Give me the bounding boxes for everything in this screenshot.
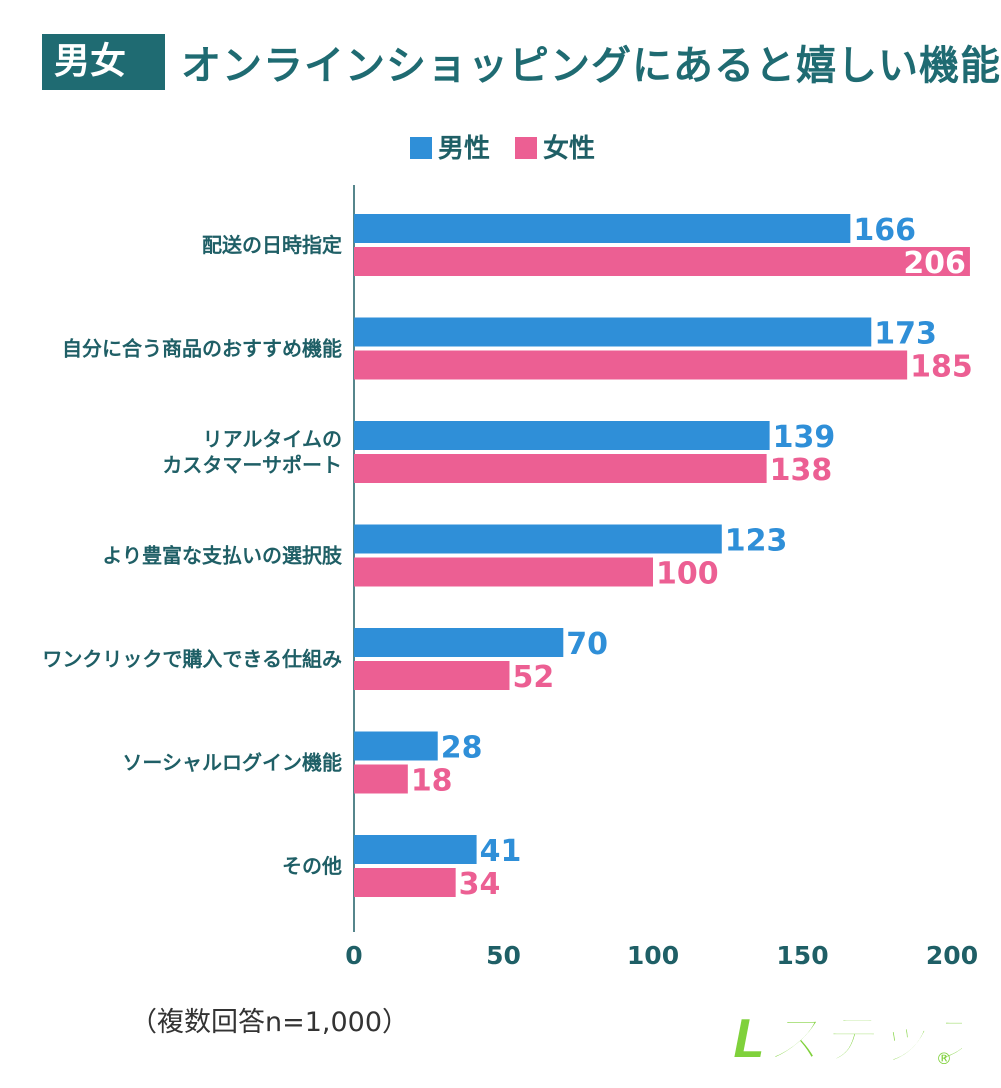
chart-title: 男女別 オンラインショッピングにあると嬉しい機能 — [42, 30, 1001, 138]
category-label: 自分に合う商品のおすすめ機能 — [62, 337, 342, 361]
svg-text:Lステップ: Lステップ — [732, 1008, 962, 1070]
svg-text:®: ® — [936, 1049, 952, 1068]
bar-male — [354, 835, 477, 864]
value-label-female: 100 — [656, 557, 719, 592]
category-label: より豊富な支払いの選択肢 — [102, 544, 343, 568]
value-label-male: 41 — [480, 834, 522, 869]
value-label-female: 18 — [411, 764, 453, 799]
legend-swatch-male — [410, 137, 432, 159]
value-label-female: 138 — [770, 453, 833, 488]
bar-female — [354, 661, 510, 690]
value-label-male: 139 — [773, 420, 836, 455]
value-label-male: 123 — [725, 524, 788, 559]
bar-male — [354, 524, 722, 554]
value-label-female: 185 — [910, 350, 973, 385]
x-tick-label: 200 — [926, 941, 978, 970]
legend-swatch-female — [515, 137, 537, 159]
x-tick-label: 100 — [627, 941, 679, 970]
category-label: ソーシャルログイン機能 — [122, 751, 342, 775]
category-label: リアルタイムのカスタマーサポート — [162, 427, 342, 477]
category-label: その他 — [282, 854, 342, 878]
bar-female — [354, 247, 970, 276]
value-label-female: 52 — [512, 660, 554, 695]
category-label: 配送の日時指定 — [202, 233, 342, 257]
bar-male — [354, 421, 770, 450]
value-label-male: 28 — [441, 731, 483, 766]
bar-female — [354, 454, 767, 483]
value-label-male: 70 — [566, 627, 608, 662]
bar-female — [354, 557, 653, 587]
category-label: ワンクリックで購入できる仕組み — [42, 647, 342, 671]
bar-female — [354, 350, 908, 380]
value-label-female: 206 — [903, 246, 966, 281]
legend-label-male: 男性 — [438, 134, 490, 164]
value-label-female: 34 — [459, 867, 501, 902]
value-label-male: 173 — [874, 317, 937, 352]
sample-note: （複数回答n=1,000） — [130, 1007, 410, 1038]
x-tick-label: 150 — [776, 941, 828, 970]
value-label-male: 166 — [853, 213, 916, 248]
legend-label-female: 女性 — [543, 133, 595, 164]
lstep-logo: Lステップ ® — [731, 1007, 962, 1070]
bar-male — [354, 628, 564, 657]
x-tick-label: 50 — [486, 941, 521, 970]
bar-female — [354, 868, 456, 897]
title-text: オンラインショッピングにあると嬉しい機能 — [181, 43, 1001, 89]
bar-female — [354, 764, 408, 794]
x-tick-label: 0 — [345, 941, 362, 970]
bar-male — [354, 731, 438, 761]
title-badge: 男女別 — [42, 34, 165, 138]
bar-male — [354, 214, 851, 243]
bar-male — [354, 317, 872, 347]
